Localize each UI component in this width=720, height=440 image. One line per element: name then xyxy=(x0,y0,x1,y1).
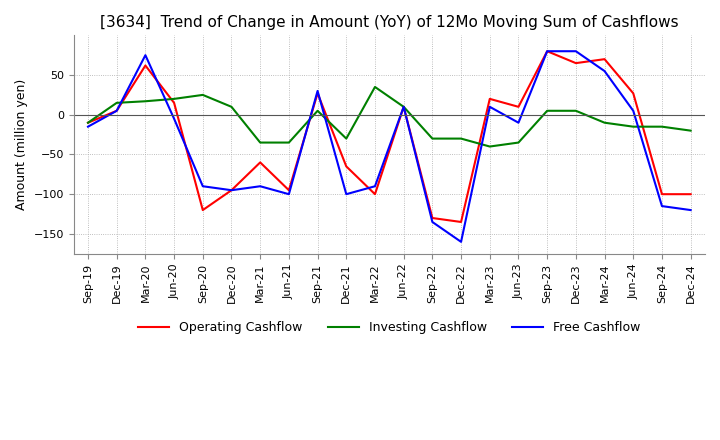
Investing Cashflow xyxy=(629,124,638,129)
Y-axis label: Amount (million yen): Amount (million yen) xyxy=(15,79,28,210)
Free Cashflow xyxy=(199,183,207,189)
Operating Cashflow xyxy=(313,91,322,96)
Free Cashflow xyxy=(400,104,408,110)
Operating Cashflow xyxy=(485,96,494,102)
Investing Cashflow xyxy=(313,108,322,114)
Operating Cashflow xyxy=(170,100,179,106)
Investing Cashflow xyxy=(342,136,351,141)
Operating Cashflow xyxy=(228,187,236,193)
Free Cashflow xyxy=(228,187,236,193)
Operating Cashflow xyxy=(400,104,408,110)
Operating Cashflow xyxy=(256,160,264,165)
Free Cashflow xyxy=(256,183,264,189)
Free Cashflow xyxy=(514,120,523,125)
Investing Cashflow xyxy=(543,108,552,114)
Investing Cashflow xyxy=(600,120,609,125)
Free Cashflow xyxy=(84,124,92,129)
Investing Cashflow xyxy=(199,92,207,98)
Operating Cashflow xyxy=(572,60,580,66)
Line: Free Cashflow: Free Cashflow xyxy=(88,51,690,242)
Free Cashflow xyxy=(141,52,150,58)
Free Cashflow xyxy=(629,108,638,114)
Investing Cashflow xyxy=(485,144,494,149)
Free Cashflow xyxy=(543,48,552,54)
Investing Cashflow xyxy=(228,104,236,110)
Free Cashflow xyxy=(284,191,293,197)
Free Cashflow xyxy=(600,69,609,74)
Free Cashflow xyxy=(572,48,580,54)
Free Cashflow xyxy=(456,239,465,245)
Free Cashflow xyxy=(485,104,494,110)
Operating Cashflow xyxy=(112,108,121,114)
Investing Cashflow xyxy=(141,99,150,104)
Investing Cashflow xyxy=(572,108,580,114)
Free Cashflow xyxy=(428,220,437,225)
Operating Cashflow xyxy=(428,215,437,220)
Free Cashflow xyxy=(342,191,351,197)
Operating Cashflow xyxy=(686,191,695,197)
Operating Cashflow xyxy=(456,220,465,225)
Operating Cashflow xyxy=(657,191,666,197)
Investing Cashflow xyxy=(170,96,179,102)
Investing Cashflow xyxy=(284,140,293,145)
Free Cashflow xyxy=(112,108,121,114)
Operating Cashflow xyxy=(629,91,638,96)
Investing Cashflow xyxy=(371,84,379,90)
Line: Investing Cashflow: Investing Cashflow xyxy=(88,87,690,147)
Operating Cashflow xyxy=(284,187,293,193)
Investing Cashflow xyxy=(456,136,465,141)
Free Cashflow xyxy=(170,116,179,121)
Operating Cashflow xyxy=(600,56,609,62)
Operating Cashflow xyxy=(141,63,150,68)
Free Cashflow xyxy=(313,88,322,94)
Free Cashflow xyxy=(657,203,666,209)
Investing Cashflow xyxy=(657,124,666,129)
Title: [3634]  Trend of Change in Amount (YoY) of 12Mo Moving Sum of Cashflows: [3634] Trend of Change in Amount (YoY) o… xyxy=(100,15,679,30)
Investing Cashflow xyxy=(428,136,437,141)
Operating Cashflow xyxy=(371,191,379,197)
Operating Cashflow xyxy=(342,164,351,169)
Operating Cashflow xyxy=(543,48,552,54)
Operating Cashflow xyxy=(199,207,207,213)
Investing Cashflow xyxy=(514,140,523,145)
Free Cashflow xyxy=(686,207,695,213)
Investing Cashflow xyxy=(112,100,121,106)
Legend: Operating Cashflow, Investing Cashflow, Free Cashflow: Operating Cashflow, Investing Cashflow, … xyxy=(133,316,646,339)
Free Cashflow xyxy=(371,183,379,189)
Investing Cashflow xyxy=(400,104,408,110)
Line: Operating Cashflow: Operating Cashflow xyxy=(88,51,690,222)
Investing Cashflow xyxy=(84,120,92,125)
Investing Cashflow xyxy=(686,128,695,133)
Investing Cashflow xyxy=(256,140,264,145)
Operating Cashflow xyxy=(514,104,523,110)
Operating Cashflow xyxy=(84,120,92,125)
